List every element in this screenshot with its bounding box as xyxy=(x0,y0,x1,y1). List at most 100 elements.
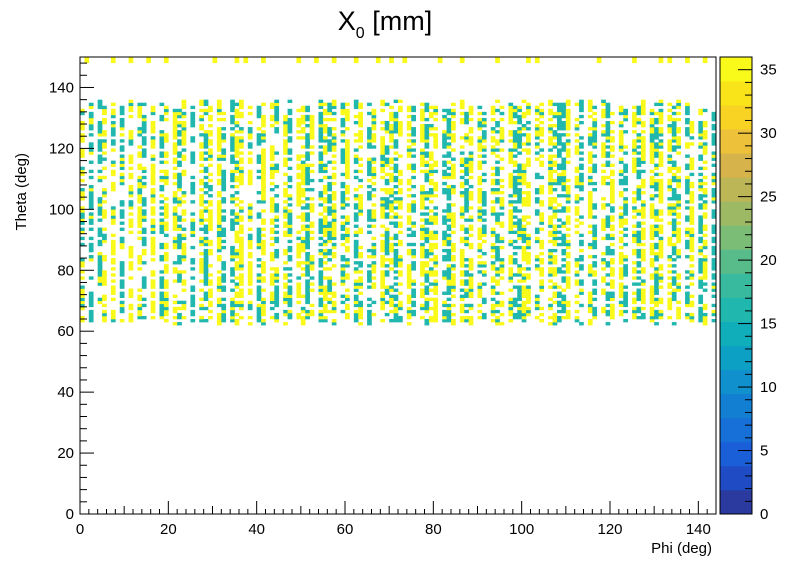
heatmap-cell xyxy=(318,127,324,131)
heatmap-cell xyxy=(649,251,655,256)
heatmap-cell xyxy=(398,120,403,125)
heatmap-cell xyxy=(406,145,412,149)
heatmap-cell xyxy=(477,270,483,274)
heatmap-cell xyxy=(636,160,642,164)
heatmap-cell xyxy=(159,200,165,204)
heatmap-cell xyxy=(517,297,522,302)
heatmap-cell xyxy=(340,191,346,195)
heatmap-cell xyxy=(632,215,637,219)
heatmap-cell xyxy=(411,203,416,207)
heatmap-cell xyxy=(371,245,377,250)
heatmap-cell xyxy=(287,227,293,231)
heatmap-cell xyxy=(110,242,116,247)
heatmap-cell xyxy=(676,276,681,280)
heatmap-cell xyxy=(97,133,103,137)
heatmap-cell xyxy=(636,120,642,125)
heatmap-cell xyxy=(128,191,134,195)
heatmap-cell xyxy=(300,194,306,198)
heatmap-cell xyxy=(640,270,646,274)
heatmap-cell xyxy=(667,297,673,302)
heatmap-cell xyxy=(177,224,182,228)
heatmap-cell xyxy=(367,142,372,146)
heatmap-cell xyxy=(618,212,624,216)
heatmap-cell xyxy=(698,181,704,186)
heatmap-cell xyxy=(190,300,196,305)
heatmap-cell xyxy=(358,303,363,308)
heatmap-cell xyxy=(495,166,500,171)
heatmap-cell xyxy=(234,276,240,280)
heatmap-cell xyxy=(353,148,359,152)
heatmap-cell xyxy=(177,120,182,125)
heatmap-cell xyxy=(331,197,337,201)
heatmap-cell xyxy=(230,148,235,152)
heatmap-cell xyxy=(261,194,266,198)
heatmap-cell xyxy=(451,218,456,222)
heatmap-cell xyxy=(393,200,399,204)
heatmap-cell xyxy=(208,239,213,244)
heatmap-cell xyxy=(274,120,280,125)
heatmap-cell xyxy=(433,270,439,274)
heatmap-cell xyxy=(561,224,567,228)
heatmap-cell xyxy=(208,273,213,277)
heatmap-cell xyxy=(685,111,690,116)
heatmap-cell xyxy=(172,224,178,228)
heatmap-cell xyxy=(203,255,209,259)
heatmap-cell xyxy=(221,273,227,277)
heatmap-cell xyxy=(459,105,465,110)
heatmap-cell xyxy=(398,221,403,225)
heatmap-cell xyxy=(424,139,430,143)
heatmap-cell xyxy=(667,239,673,244)
heatmap-cell xyxy=(150,251,156,256)
heatmap-cell xyxy=(711,117,717,122)
heatmap-cell xyxy=(172,160,178,164)
heatmap-cell xyxy=(141,209,147,213)
heatmap-cell xyxy=(353,197,359,201)
heatmap-cell xyxy=(499,236,505,241)
heatmap-cell xyxy=(557,151,562,155)
heatmap-cell xyxy=(269,294,275,298)
heatmap-cell xyxy=(239,282,244,286)
heatmap-cell xyxy=(689,312,695,317)
heatmap-cell xyxy=(702,255,708,259)
heatmap-cell xyxy=(610,181,615,186)
heatmap-cell xyxy=(658,111,664,116)
heatmap-cell xyxy=(557,127,562,131)
heatmap-cell xyxy=(592,117,598,122)
heatmap-cell xyxy=(141,227,147,231)
heatmap-cell xyxy=(424,197,430,201)
heatmap-cell xyxy=(163,160,169,164)
heatmap-cell xyxy=(636,233,642,238)
heatmap-cell xyxy=(464,181,469,186)
heatmap-cell xyxy=(420,230,425,235)
heatmap-cell xyxy=(623,163,628,167)
heatmap-cell xyxy=(508,160,514,164)
heatmap-cell xyxy=(610,139,615,143)
heatmap-cell xyxy=(128,221,134,225)
heatmap-cell xyxy=(234,154,240,158)
heatmap-cell xyxy=(367,276,372,280)
heatmap-cell xyxy=(367,136,372,140)
heatmap-cell xyxy=(517,279,522,283)
heatmap-cell xyxy=(234,136,240,140)
heatmap-cell xyxy=(393,212,399,216)
heatmap-cell xyxy=(601,124,606,128)
heatmap-cell xyxy=(371,114,377,119)
heatmap-cell xyxy=(459,145,465,149)
heatmap-cell xyxy=(322,215,328,219)
heatmap-cell xyxy=(327,181,333,186)
heatmap-cell xyxy=(305,215,310,219)
heatmap-cell xyxy=(181,251,187,256)
heatmap-cell xyxy=(561,315,567,320)
heatmap-cell xyxy=(216,142,222,146)
heatmap-cell xyxy=(208,282,213,286)
heatmap-cell xyxy=(141,200,147,204)
heatmap-cell xyxy=(636,163,642,167)
heatmap-cell xyxy=(521,99,527,103)
heatmap-cell xyxy=(110,273,116,277)
heatmap-cell xyxy=(636,169,642,174)
heatmap-cell xyxy=(587,319,593,323)
heatmap-cell xyxy=(318,154,324,158)
heatmap-cell xyxy=(548,117,553,122)
heatmap-cell xyxy=(318,291,324,295)
heatmap-cell xyxy=(128,294,134,298)
